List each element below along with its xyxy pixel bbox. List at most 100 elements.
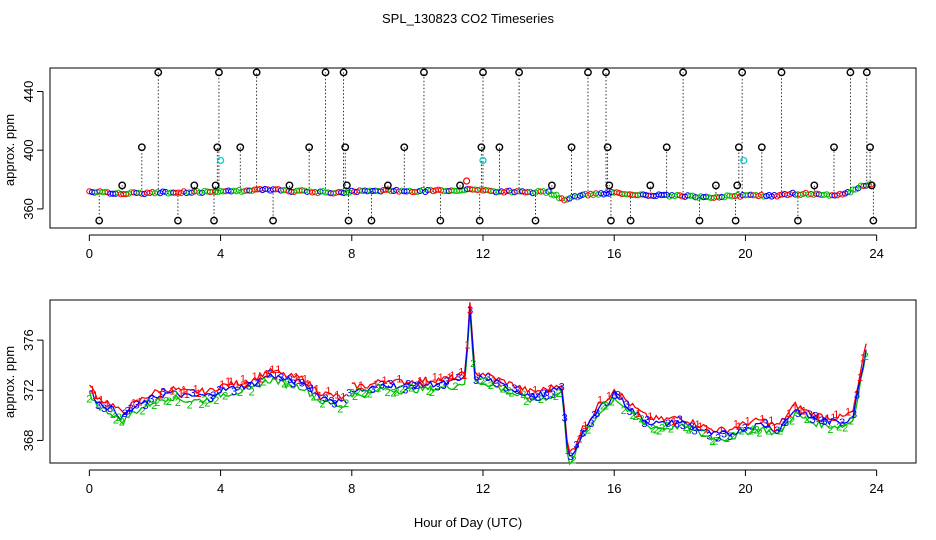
series-1-marker: 1 [857,372,863,384]
series-1-marker: 1 [98,394,104,406]
series-3-marker: 3 [579,428,585,440]
series-3-marker: 3 [290,378,296,390]
series-3-marker: 3 [627,406,633,418]
series-1-marker: 1 [476,371,482,383]
series-3-marker: 3 [591,409,597,421]
series-2-marker: 2 [570,455,576,467]
top-data-point [102,188,109,196]
series-2-marker: 2 [827,424,833,436]
top-x-axis: 0 4 8 12 16 20 24 [86,234,884,261]
series-1-line [88,367,347,414]
cyan-point [479,156,487,165]
series-3-marker: 3 [210,390,216,402]
series-2-marker: 2 [110,409,116,421]
series-3-marker: 3 [95,400,101,412]
spike-point [269,216,277,225]
spike-point [869,216,878,225]
series-1-marker: 1 [293,372,299,384]
spike-point [531,216,540,225]
series-2-marker: 2 [506,385,512,397]
series-1-marker: 1 [768,415,774,427]
series-2-marker: 2 [337,404,343,416]
series-2-marker: 2 [836,421,842,433]
top-data-point [550,192,557,199]
series-2-marker: 2 [585,425,591,437]
series-2-marker: 2 [116,412,122,424]
top-data-point [196,189,203,196]
series-1-marker: 1 [697,421,703,433]
series-3-marker: 3 [851,409,857,421]
series-2-marker: 2 [863,351,869,363]
series-2-marker: 2 [653,424,659,436]
top-data-marks [86,68,878,225]
series-3-marker: 3 [641,418,647,430]
series-3-marker: 3 [644,415,650,427]
series-3-marker: 3 [706,431,712,443]
series-3-marker: 3 [774,425,780,437]
top-data-point [797,191,804,198]
series-1-marker: 1 [136,396,142,408]
spike-point [236,143,245,152]
series-2-marker: 2 [384,387,390,399]
series-3-marker: 3 [331,398,337,410]
series-2-marker: 2 [355,386,361,398]
series-1-marker: 1 [833,409,839,421]
series-1-marker: 1 [334,389,340,401]
series-1-marker: 1 [694,419,700,431]
figure-title: SPL_130823 CO2 Timeseries [382,11,554,26]
series-3-marker: 3 [529,392,535,404]
series-3-marker: 3 [594,408,600,420]
series-3-marker: 3 [379,379,385,391]
top-data-point [613,189,620,196]
series-1-marker: 1 [703,424,709,436]
series-2-marker: 2 [408,383,414,395]
series-2-marker: 2 [650,424,656,436]
series-1-marker: 1 [830,412,836,424]
series-3-marker: 3 [216,385,222,397]
spike-point [846,68,855,77]
series-1-marker: 1 [597,394,603,406]
series-1-marker: 1 [635,408,641,420]
series-2-marker: 2 [172,390,178,402]
series-3-marker: 3 [727,431,733,443]
spike-point [862,68,871,77]
series-1-marker: 1 [181,384,187,396]
series-3-marker: 3 [148,394,154,406]
series-1-marker: 1 [517,385,523,397]
series-1-marker: 1 [759,413,765,425]
series-1-marker: 1 [314,383,320,395]
series-2-marker: 2 [804,414,810,426]
bottom-y-tick-label: 376 [21,329,36,351]
top-x-tick-label: 0 [86,246,93,261]
series-1-marker: 1 [792,403,798,415]
series-2-marker: 2 [609,397,615,409]
spike-point [479,68,487,77]
spike-point [733,181,742,190]
bottom-panel-frame [49,299,917,464]
top-x-tick-label: 4 [217,246,224,261]
spike-point [646,181,655,190]
series-2-marker: 2 [700,428,706,440]
spike-point [602,68,610,77]
series-2-marker: 2 [390,387,396,399]
series-2-marker: 2 [260,376,266,388]
series-3-marker: 3 [402,385,408,397]
cyan-point [740,156,748,165]
series-1-marker: 1 [340,391,346,403]
series-2-marker: 2 [553,391,559,403]
series-3-marker: 3 [128,403,134,415]
series-3-marker: 3 [190,388,196,400]
bottom-x-tick-label: 20 [738,481,752,496]
series-3-marker: 3 [807,409,813,421]
top-x-tick-label: 8 [348,246,355,261]
series-2-marker: 2 [621,405,627,417]
series-1-marker: 1 [325,386,331,398]
series-1-marker: 1 [845,406,851,418]
series-1-marker: 1 [296,375,302,387]
series-3-marker: 3 [680,420,686,432]
series-1-marker: 1 [647,411,653,423]
series-2-marker: 2 [281,379,287,391]
series-3-marker: 3 [783,417,789,429]
series-1-marker: 1 [382,375,388,387]
